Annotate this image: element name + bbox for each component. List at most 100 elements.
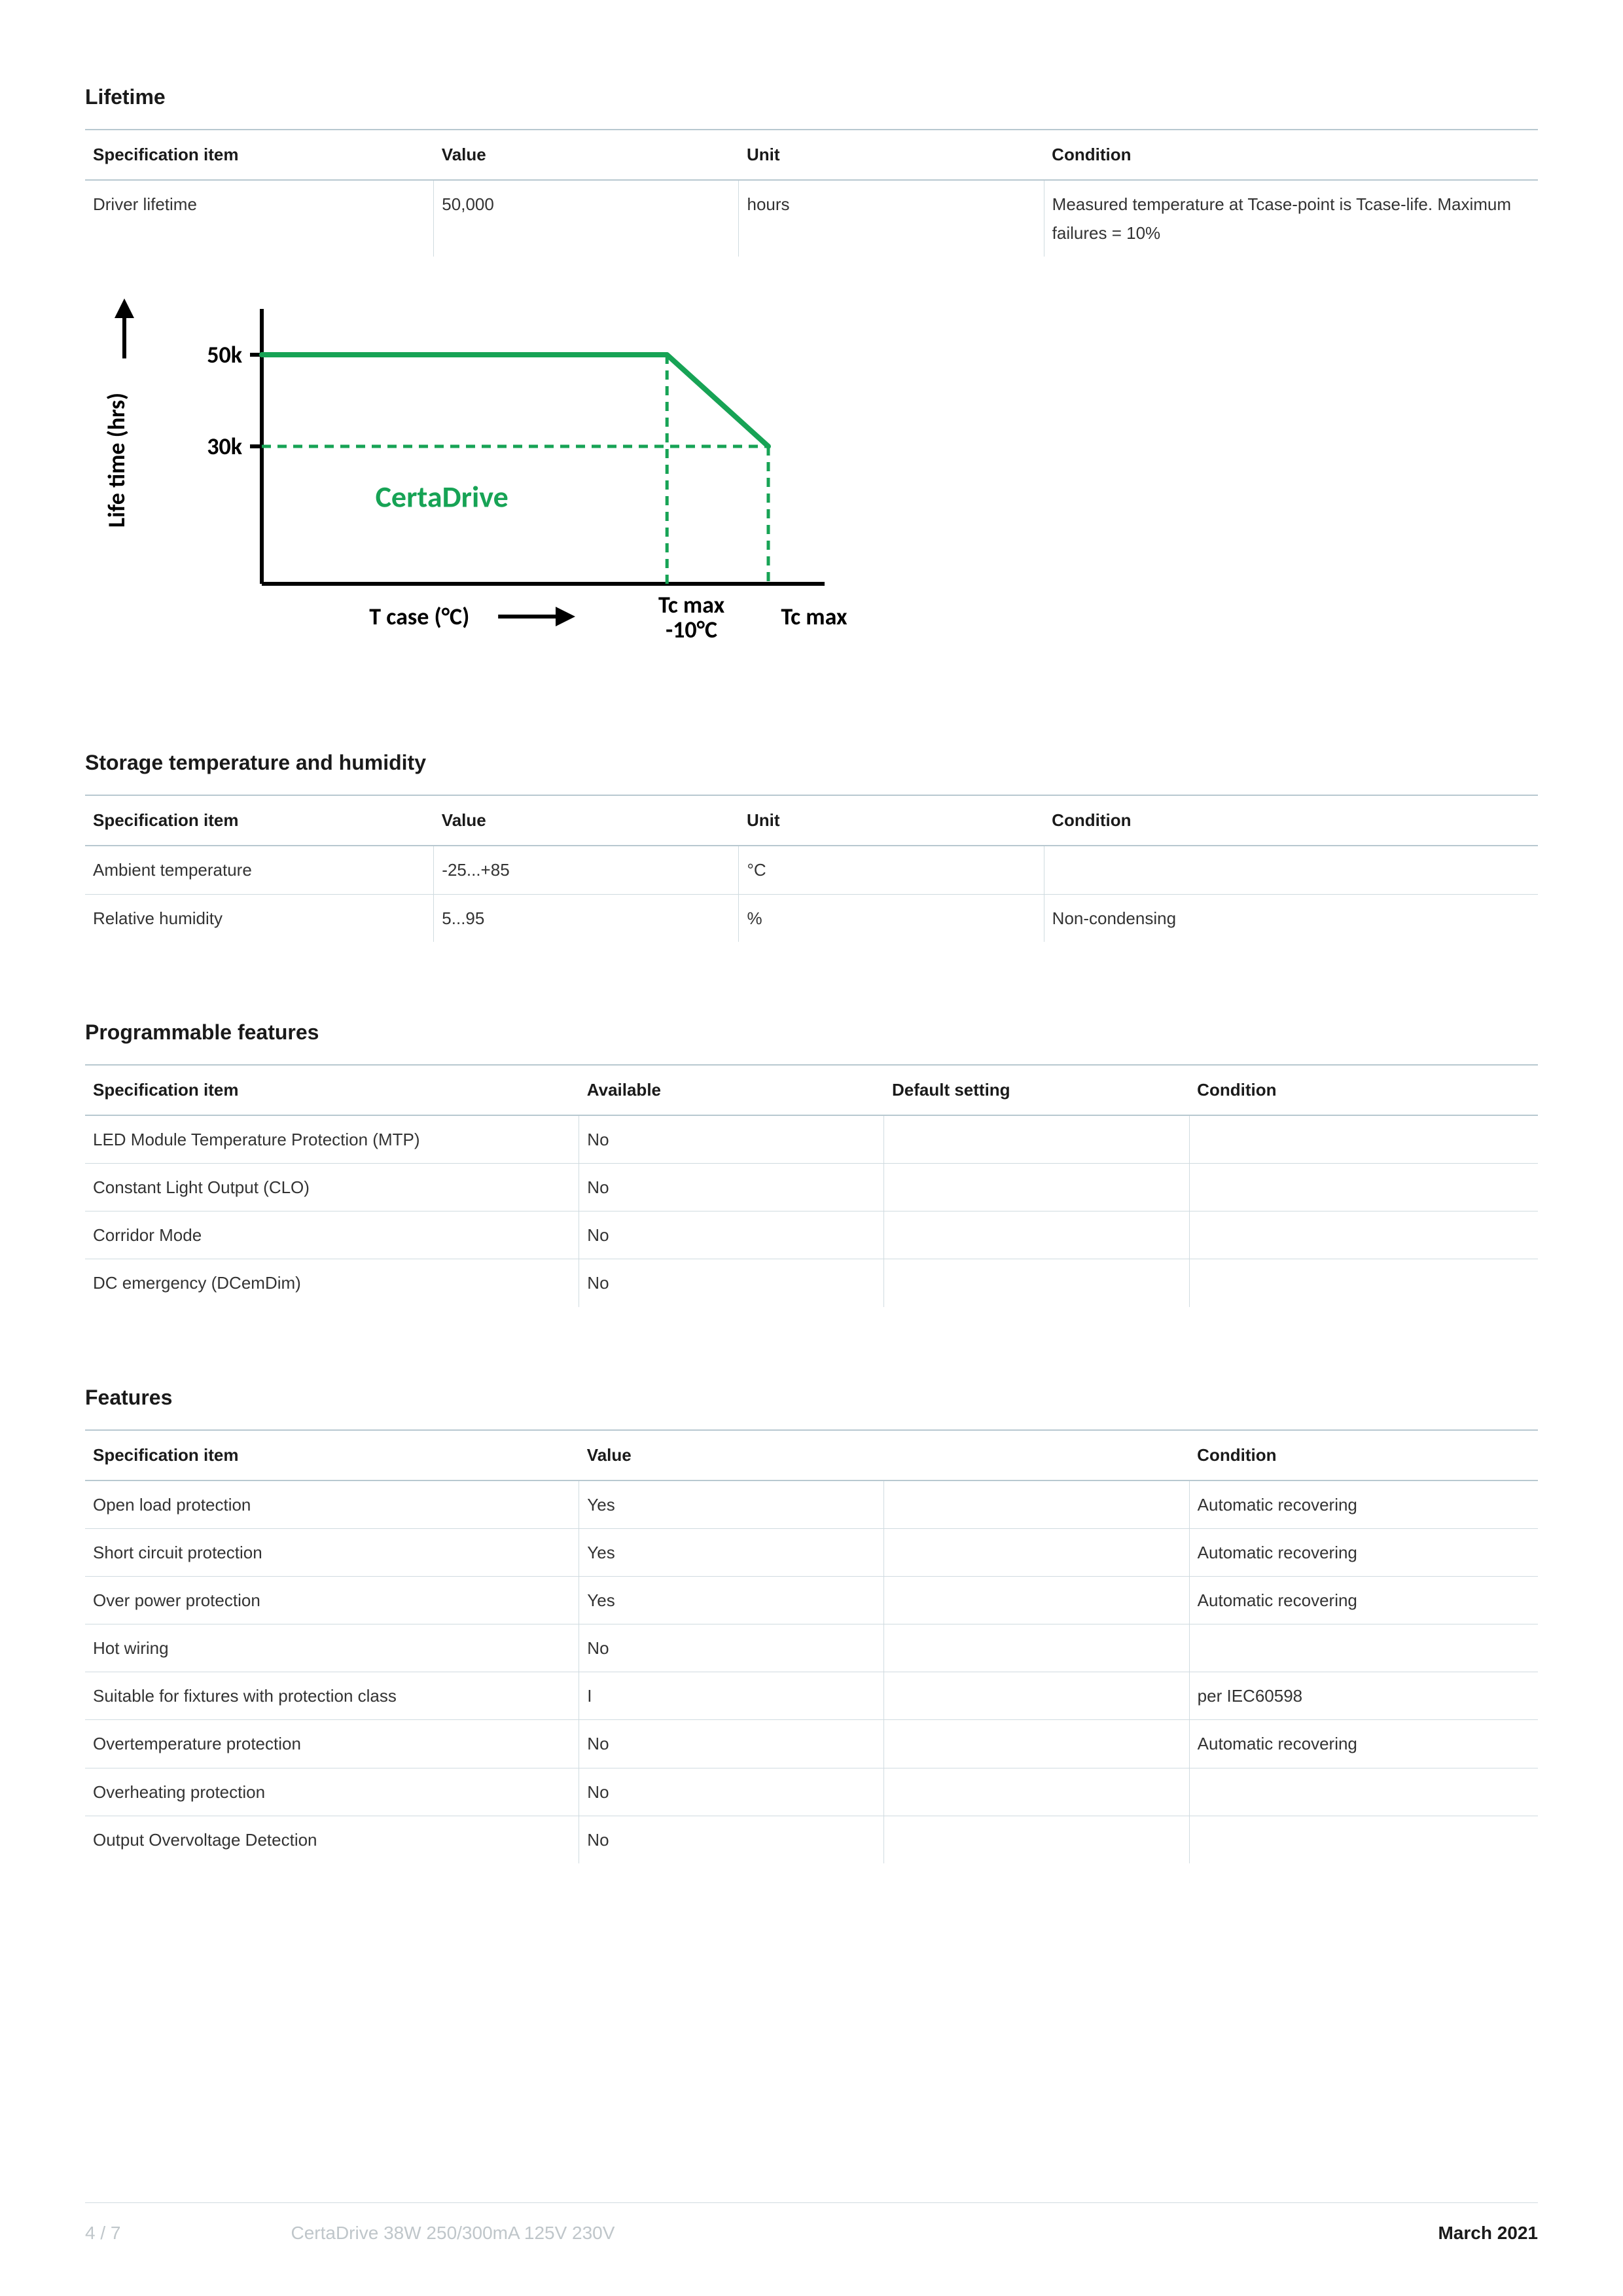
table-cell xyxy=(884,1768,1189,1816)
table-cell xyxy=(1189,1624,1538,1672)
table-cell: -25...+85 xyxy=(434,846,739,894)
table-features: Specification itemValue Condition Open lo… xyxy=(85,1431,1538,1864)
section-title: Features xyxy=(85,1386,1538,1410)
section-storage: Storage temperature and humidity Specifi… xyxy=(85,751,1538,941)
lifetime-chart-svg: 50k 30k CertaDrive Life time (hrs) T case (°… xyxy=(85,289,870,669)
column-header: Specification item xyxy=(85,796,434,846)
table-cell: No xyxy=(579,1768,884,1816)
table-row: Constant Light Output (CLO)No xyxy=(85,1163,1538,1211)
table-cell: Measured temperature at Tcase-point is T… xyxy=(1044,180,1538,257)
table-cell xyxy=(884,1672,1189,1720)
svg-text:T case (°C): T case (°C) xyxy=(369,602,469,631)
table-cell xyxy=(884,1211,1189,1259)
table-row: Over power protectionYes Automatic recove… xyxy=(85,1576,1538,1624)
table-cell: per IEC60598 xyxy=(1189,1672,1538,1720)
table-row: Overtemperature protectionNoAutomatic re… xyxy=(85,1720,1538,1768)
table-cell xyxy=(884,1720,1189,1768)
table-cell xyxy=(884,1576,1189,1624)
column-header: Specification item xyxy=(85,1431,579,1480)
column-header: Specification item xyxy=(85,1066,579,1115)
section-title: Lifetime xyxy=(85,85,1538,109)
table-cell: 5...95 xyxy=(434,894,739,942)
section-programmable: Programmable features Specification item… xyxy=(85,1020,1538,1307)
table-cell: Output Overvoltage Detection xyxy=(85,1816,579,1863)
table-cell: No xyxy=(579,1624,884,1672)
table-row: Hot wiringNo xyxy=(85,1624,1538,1672)
table-programmable: Specification itemAvailableDefault setti… xyxy=(85,1066,1538,1307)
column-header: Default setting xyxy=(884,1066,1189,1115)
table-row: Short circuit protectionYesAutomatic rec… xyxy=(85,1528,1538,1576)
table-cell: 50,000 xyxy=(434,180,739,257)
table-cell: Corridor Mode xyxy=(85,1211,579,1259)
table-cell: DC emergency (DCemDim) xyxy=(85,1259,579,1307)
table-cell xyxy=(1189,1816,1538,1863)
table-header-row: Specification itemValueUnitCondition xyxy=(85,130,1538,180)
page: Lifetime Specification itemValueUnitCond… xyxy=(0,0,1623,2296)
table-cell: Non-condensing xyxy=(1044,894,1538,942)
table-cell xyxy=(884,1163,1189,1211)
svg-text:Tc max: Tc max xyxy=(781,602,847,631)
table-row: Ambient temperature-25...+85°C xyxy=(85,846,1538,894)
table-row: Open load protectionYes Automatic recover… xyxy=(85,1480,1538,1529)
table-cell xyxy=(1189,1768,1538,1816)
table-cell: Automatic recovering xyxy=(1189,1720,1538,1768)
table-cell: Relative humidity xyxy=(85,894,434,942)
section-lifetime: Lifetime Specification itemValueUnitCond… xyxy=(85,85,1538,672)
column-header: Value xyxy=(434,130,739,180)
column-header: Condition xyxy=(1189,1431,1538,1480)
column-header: Value xyxy=(579,1431,884,1480)
svg-text:50k: 50k xyxy=(207,340,242,369)
column-header: Unit xyxy=(739,130,1044,180)
table-cell: Yes xyxy=(579,1480,884,1529)
table-cell xyxy=(1189,1211,1538,1259)
table-cell: Constant Light Output (CLO) xyxy=(85,1163,579,1211)
table-cell: Overheating protection xyxy=(85,1768,579,1816)
table-cell: LED Module Temperature Protection (MTP) xyxy=(85,1115,579,1164)
table-cell: Automatic recovering xyxy=(1189,1576,1538,1624)
table-cell: Suitable for fixtures with protection cl… xyxy=(85,1672,579,1720)
column-header: Condition xyxy=(1044,796,1538,846)
footer-product-name: CertaDrive 38W 250/300mA 125V 230V xyxy=(291,2223,615,2244)
column-header: Specification item xyxy=(85,130,434,180)
table-storage: Specification itemValueUnitCondition Amb… xyxy=(85,796,1538,941)
table-cell: No xyxy=(579,1720,884,1768)
table-row: Suitable for fixtures with protection cl… xyxy=(85,1672,1538,1720)
table-header-row: Specification itemAvailableDefault setti… xyxy=(85,1066,1538,1115)
svg-text:Tc max-10°C: Tc max-10°C xyxy=(658,590,725,644)
footer-page-number: 4 / 7 xyxy=(85,2223,120,2244)
table-cell: Yes xyxy=(579,1576,884,1624)
column-header: Available xyxy=(579,1066,884,1115)
column-header: Condition xyxy=(1044,130,1538,180)
table-cell xyxy=(884,1816,1189,1863)
column-header: Value xyxy=(434,796,739,846)
svg-text:30k: 30k xyxy=(207,432,242,461)
table-cell xyxy=(884,1259,1189,1307)
table-cell: Automatic recovering xyxy=(1189,1480,1538,1529)
table-cell xyxy=(884,1115,1189,1164)
table-cell: Driver lifetime xyxy=(85,180,434,257)
table-row: DC emergency (DCemDim)No xyxy=(85,1259,1538,1307)
table-cell: Automatic recovering xyxy=(1189,1528,1538,1576)
table-cell: Ambient temperature xyxy=(85,846,434,894)
table-cell: Open load protection xyxy=(85,1480,579,1529)
table-row: LED Module Temperature Protection (MTP)N… xyxy=(85,1115,1538,1164)
table-cell: % xyxy=(739,894,1044,942)
table-cell: Over power protection xyxy=(85,1576,579,1624)
table-row: Driver lifetime50,000hoursMeasured tempe… xyxy=(85,180,1538,257)
table-cell: °C xyxy=(739,846,1044,894)
lifetime-chart: 50k 30k CertaDrive Life time (hrs) T case (°… xyxy=(85,289,870,672)
table-cell: Hot wiring xyxy=(85,1624,579,1672)
section-features: Features Specification itemValue Conditio… xyxy=(85,1386,1538,1864)
column-header: Condition xyxy=(1189,1066,1538,1115)
table-cell xyxy=(1044,846,1538,894)
table-cell: Yes xyxy=(579,1528,884,1576)
svg-text:CertaDrive: CertaDrive xyxy=(376,479,508,516)
column-header: Unit xyxy=(739,796,1044,846)
table-cell: No xyxy=(579,1259,884,1307)
table-row: Relative humidity5...95%Non-condensing xyxy=(85,894,1538,942)
table-lifetime: Specification itemValueUnitCondition Dri… xyxy=(85,130,1538,257)
page-footer: 4 / 7 CertaDrive 38W 250/300mA 125V 230V… xyxy=(85,2202,1538,2244)
table-cell xyxy=(884,1624,1189,1672)
table-cell: I xyxy=(579,1672,884,1720)
svg-text:Life time (hrs): Life time (hrs) xyxy=(102,393,131,528)
